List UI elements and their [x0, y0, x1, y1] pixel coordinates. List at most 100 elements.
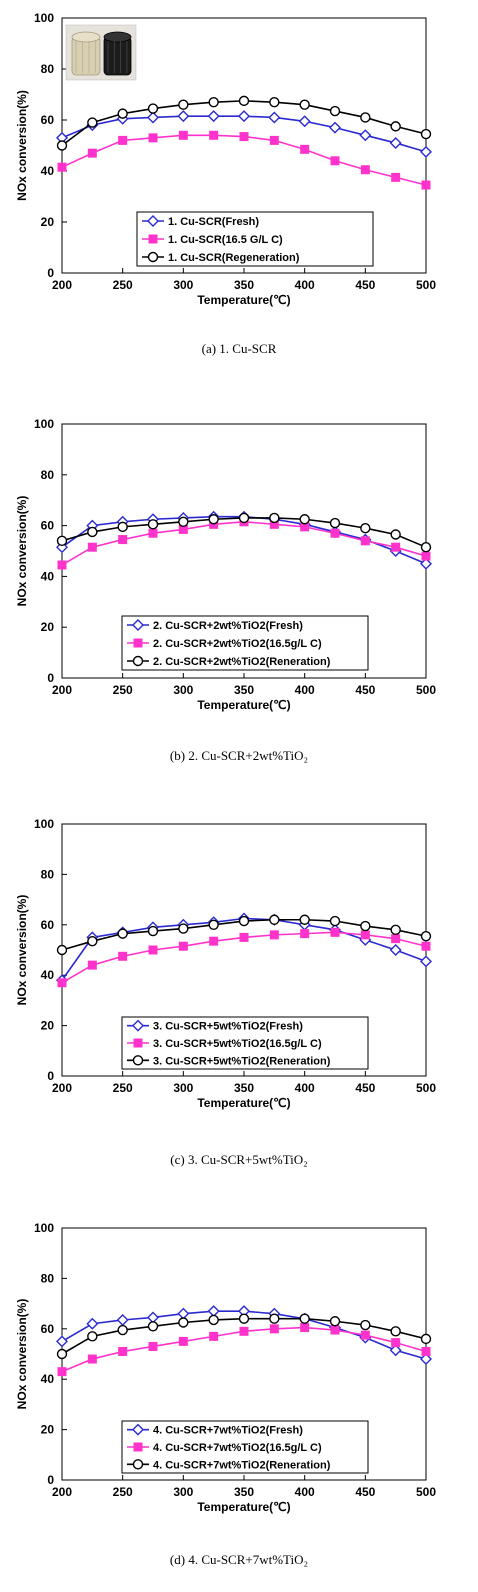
data-point	[178, 516, 189, 527]
legend-marker	[132, 1459, 144, 1470]
legend-marker	[147, 251, 159, 263]
data-point	[239, 132, 249, 142]
legend-entry: 2. Cu-SCR+2wt%TiO2(16.5g/L C)	[153, 638, 322, 650]
legend-marker	[133, 638, 143, 648]
data-point	[269, 914, 280, 925]
figure-caption: (b) 2. Cu-SCR+2wt%TiO₂	[170, 748, 308, 763]
data-point	[209, 130, 219, 140]
data-point	[420, 557, 432, 570]
x-tick-label: 250	[113, 278, 133, 292]
y-tick-label: 100	[34, 1221, 54, 1235]
y-axis-label: NOx conversion(%)	[15, 1299, 29, 1410]
data-point	[420, 541, 432, 553]
legend-entry: 1. Cu-SCR(Fresh)	[168, 216, 259, 228]
data-point	[299, 99, 310, 110]
x-axis-label: Temperature(℃)	[197, 293, 290, 307]
y-tick-label: 100	[34, 11, 54, 25]
data-point	[178, 1317, 189, 1328]
y-tick-label: 80	[41, 1271, 55, 1285]
data-point	[239, 1326, 249, 1336]
y-tick-label: 40	[41, 569, 55, 583]
x-tick-label: 200	[52, 683, 72, 697]
y-tick-label: 40	[41, 968, 55, 982]
data-point	[421, 551, 431, 561]
data-point	[360, 112, 371, 123]
legend: 1. Cu-SCR(Fresh) 1. Cu-SCR(16.5 G/L C) 1. …	[136, 211, 374, 267]
x-tick-label: 200	[52, 1081, 72, 1095]
data-point	[207, 110, 220, 123]
data-point	[177, 110, 190, 123]
y-tick-label: 80	[41, 468, 55, 482]
data-point	[421, 941, 431, 951]
legend-marker	[133, 1038, 143, 1048]
legend-box	[121, 1420, 369, 1474]
data-point	[117, 521, 128, 533]
y-axis-label: NOx conversion(%)	[15, 90, 29, 201]
data-point	[147, 103, 159, 114]
x-tick-label: 250	[113, 1485, 133, 1499]
x-tick-label: 450	[355, 1081, 375, 1095]
legend-marker	[132, 655, 144, 667]
y-tick-label: 0	[47, 266, 54, 280]
data-point	[56, 1335, 68, 1348]
legend-entry: 3. Cu-SCR+5wt%TiO2(Fresh)	[153, 1021, 303, 1033]
data-point	[389, 136, 402, 149]
data-point	[269, 512, 280, 524]
legend-marker	[147, 215, 159, 227]
data-point	[118, 1346, 128, 1356]
data-point	[116, 1313, 129, 1326]
data-point	[420, 128, 432, 140]
legend-box	[121, 1016, 369, 1070]
data-point	[117, 928, 128, 939]
data-point	[238, 110, 250, 123]
y-axis-label: NOx conversion(%)	[15, 496, 29, 607]
data-point	[208, 1314, 219, 1326]
x-tick-label: 300	[173, 1485, 193, 1499]
data-point	[300, 929, 310, 939]
y-tick-label: 60	[41, 519, 55, 533]
data-point	[269, 1324, 279, 1334]
legend-box	[121, 615, 369, 671]
data-point	[390, 121, 401, 132]
data-point	[420, 930, 432, 942]
data-point	[360, 930, 370, 940]
data-point	[118, 951, 128, 961]
data-point	[207, 1305, 220, 1318]
data-point	[390, 1326, 401, 1337]
data-point	[360, 522, 371, 534]
data-point	[148, 1341, 158, 1351]
data-point	[300, 144, 310, 154]
data-point	[360, 1330, 370, 1340]
data-point	[147, 1321, 159, 1332]
data-point	[87, 1331, 98, 1342]
figure-caption: (c) 3. Cu-SCR+5wt%TiO₂	[170, 1152, 307, 1167]
y-tick-label: 0	[47, 1473, 54, 1487]
data-point	[421, 1346, 431, 1356]
data-point	[329, 121, 341, 134]
y-tick-label: 20	[41, 1423, 55, 1437]
x-tick-label: 250	[113, 1081, 133, 1095]
data-point	[57, 1367, 67, 1377]
legend-marker	[132, 619, 144, 631]
data-point	[178, 1336, 188, 1346]
data-point	[56, 1348, 68, 1360]
data-point	[389, 1344, 402, 1357]
data-point	[118, 535, 128, 545]
legend-entry: 2. Cu-SCR+2wt%TiO2(Reneration)	[153, 656, 331, 668]
data-point	[299, 914, 310, 925]
data-point	[299, 514, 310, 525]
x-axis-label: Temperature(℃)	[197, 1500, 290, 1514]
x-tick-label: 300	[173, 683, 193, 697]
y-tick-label: 60	[41, 113, 55, 127]
x-tick-label: 400	[295, 1485, 315, 1499]
y-tick-label: 100	[34, 817, 54, 831]
y-tick-label: 20	[41, 215, 55, 229]
y-tick-label: 60	[41, 1322, 55, 1336]
x-axis-label: Temperature(℃)	[197, 698, 290, 712]
legend-marker	[132, 1423, 144, 1436]
x-tick-label: 500	[416, 278, 436, 292]
data-point	[148, 133, 158, 143]
data-point	[329, 517, 341, 529]
data-point	[239, 932, 249, 942]
data-point	[360, 165, 370, 175]
